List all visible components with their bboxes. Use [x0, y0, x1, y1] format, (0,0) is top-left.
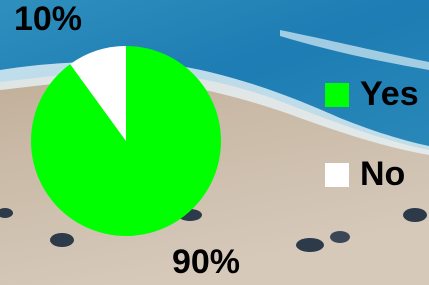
pie	[31, 46, 221, 236]
legend-swatch	[325, 83, 349, 107]
legend-label: No	[360, 155, 405, 193]
legend-label: Yes	[360, 75, 419, 113]
value-label: 10%	[14, 0, 82, 38]
value-label: 90%	[172, 243, 240, 281]
pie-slice	[31, 46, 221, 236]
chart: 90% 10% Yes No	[0, 0, 429, 285]
legend-swatch	[325, 163, 349, 187]
